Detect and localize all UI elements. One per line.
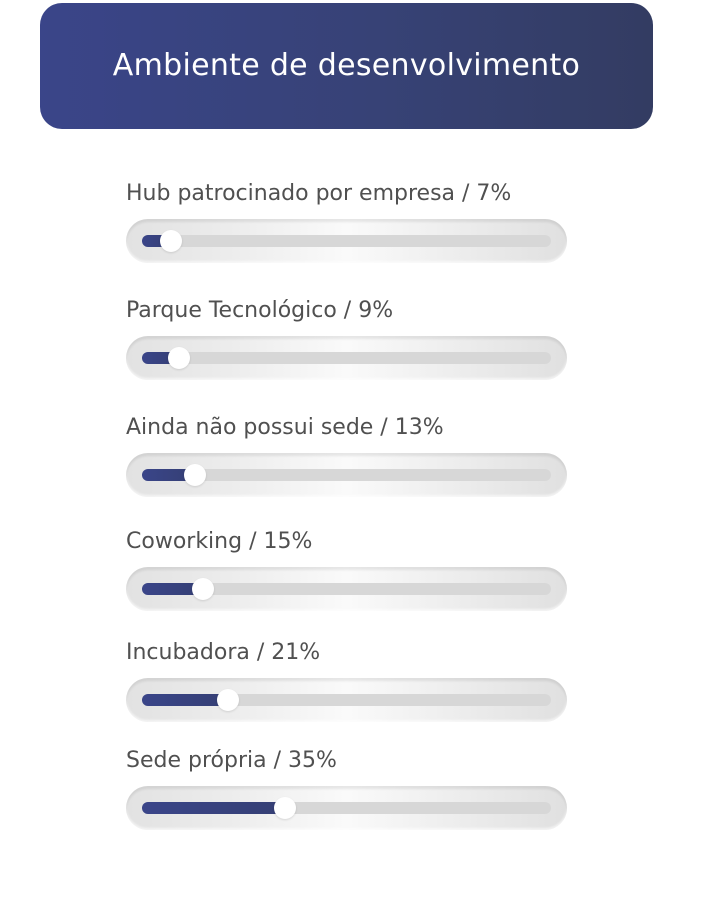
bar-label: Coworking / 15%: [126, 529, 313, 554]
bar-track: [126, 678, 567, 722]
bar-fill: [142, 694, 228, 706]
bar-groove: [142, 797, 551, 819]
bar-item: Parque Tecnológico / 9%: [126, 298, 567, 388]
bar-fill: [142, 802, 286, 814]
bar-track: [126, 219, 567, 263]
bar-knob: [192, 578, 215, 600]
bar-track: [126, 786, 567, 830]
bar-knob: [184, 464, 207, 486]
bar-label: Incubadora / 21%: [126, 640, 321, 665]
bar-item: Sede própria / 35%: [126, 748, 567, 838]
bar-knob: [159, 230, 182, 252]
bar-item: Incubadora / 21%: [126, 640, 567, 730]
bar-knob: [167, 347, 190, 369]
bar-label: Ainda não possui sede / 13%: [126, 415, 444, 440]
bar-fill: [142, 469, 196, 481]
bar-groove: [142, 578, 551, 600]
bar-label: Hub patrocinado por empresa / 7%: [126, 181, 512, 206]
bar-track: [126, 336, 567, 380]
bar-fill: [142, 583, 204, 595]
bar-track: [126, 567, 567, 611]
bar-label: Sede própria / 35%: [126, 748, 337, 773]
bar-item: Coworking / 15%: [126, 529, 567, 619]
bar-track: [126, 453, 567, 497]
bar-knob: [274, 797, 297, 819]
chart-header: Ambiente de desenvolvimento: [40, 3, 653, 129]
bar-groove: [142, 347, 551, 369]
bar-item: Ainda não possui sede / 13%: [126, 415, 567, 505]
bar-groove: [142, 689, 551, 711]
bar-groove: [142, 230, 551, 252]
bar-label: Parque Tecnológico / 9%: [126, 298, 394, 323]
bar-item: Hub patrocinado por empresa / 7%: [126, 181, 567, 271]
bar-knob: [216, 689, 239, 711]
bar-groove: [142, 464, 551, 486]
chart-title: Ambiente de desenvolvimento: [112, 47, 581, 83]
bar-chart: Hub patrocinado por empresa / 7% Parque T…: [126, 0, 567, 913]
